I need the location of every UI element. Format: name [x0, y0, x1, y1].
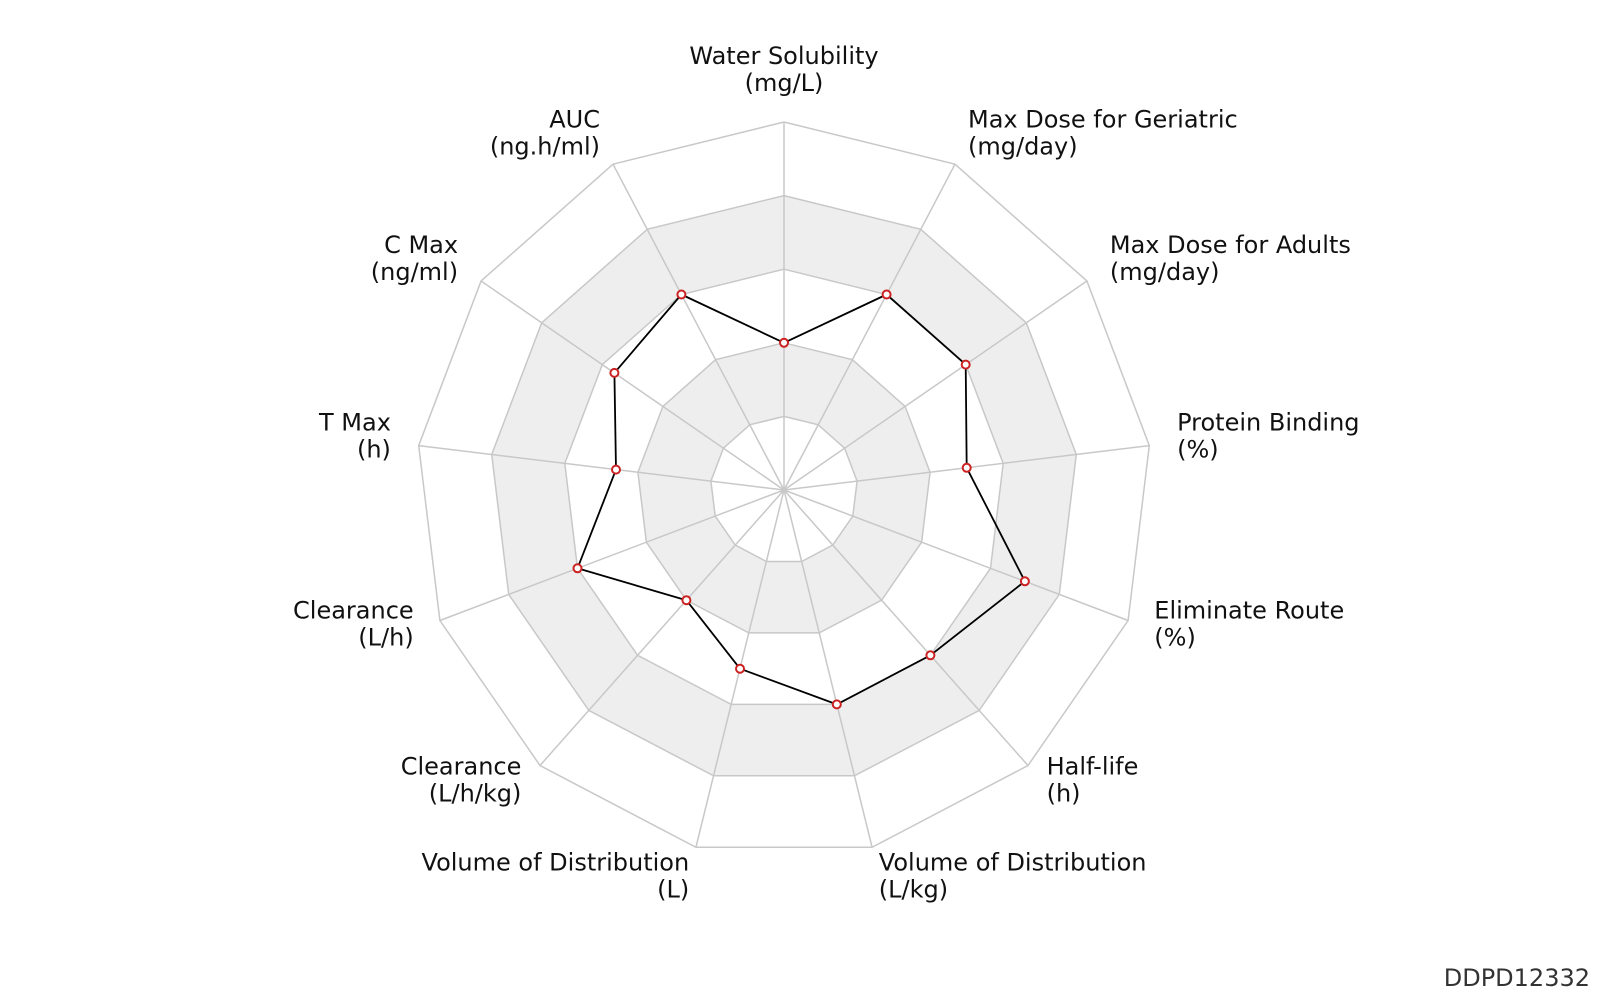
axis-name-0: Water Solubility	[689, 42, 878, 70]
axis-unit-8: (L/h/kg)	[429, 779, 522, 807]
spoke-2	[783, 280, 1088, 491]
radar-spokes	[418, 122, 1150, 848]
axis-unit-12: (ng.h/ml)	[490, 132, 600, 160]
axis-name-2: Max Dose for Adults	[1110, 231, 1351, 259]
axis-label-9: Clearance (L/h)	[293, 596, 414, 651]
axis-unit-0: (mg/L)	[745, 69, 824, 97]
data-point-12	[676, 289, 687, 300]
axis-label-8: Clearance (L/h/kg)	[401, 752, 522, 807]
axis-name-3: Protein Binding	[1177, 408, 1359, 436]
data-point-4	[1019, 576, 1030, 587]
spoke-11	[480, 280, 785, 491]
axis-label-7: Volume of Distribution (L)	[422, 849, 690, 904]
axis-name-5: Half-life	[1047, 752, 1139, 780]
spoke-1	[783, 163, 956, 491]
axis-unit-10: (h)	[357, 435, 391, 463]
data-point-10	[611, 464, 621, 475]
axis-label-4: Eliminate Route (%)	[1154, 596, 1344, 651]
spoke-5	[783, 489, 1029, 766]
axis-label-1: Max Dose for Geriatric (mg/day)	[968, 105, 1238, 160]
spoke-8	[539, 489, 785, 766]
spoke-4	[783, 489, 1129, 622]
data-point-0	[779, 337, 789, 348]
axis-unit-2: (mg/day)	[1110, 258, 1220, 286]
axis-unit-4: (%)	[1154, 623, 1196, 651]
axis-unit-6: (L/kg)	[879, 876, 948, 904]
axis-unit-7: (L)	[657, 876, 689, 904]
axis-labels: Water Solubility (mg/L) Max Dose for Geria…	[293, 42, 1360, 904]
spoke-6	[783, 489, 873, 848]
axis-unit-11: (ng/ml)	[371, 258, 458, 286]
spoke-9	[439, 489, 785, 622]
axis-unit-9: (L/h)	[358, 623, 413, 651]
axis-label-10: T Max (h)	[318, 408, 391, 463]
axis-label-12: AUC (ng.h/ml)	[490, 105, 600, 160]
axis-unit-3: (%)	[1177, 435, 1219, 463]
data-point-7	[735, 663, 745, 674]
data-point-2	[960, 359, 971, 370]
axis-name-9: Clearance	[293, 596, 414, 624]
radar-series	[572, 289, 1030, 710]
axis-name-11: C Max	[384, 231, 458, 259]
data-point-6	[831, 699, 842, 710]
spoke-10	[418, 444, 785, 491]
axis-name-12: AUC	[549, 105, 600, 133]
data-point-8	[681, 595, 692, 606]
data-point-5	[925, 650, 936, 661]
axis-name-10: T Max	[318, 408, 391, 436]
axis-name-1: Max Dose for Geriatric	[968, 105, 1238, 133]
series-line-0	[576, 293, 1026, 706]
axis-name-4: Eliminate Route	[1154, 596, 1344, 624]
axis-label-3: Protein Binding (%)	[1177, 408, 1359, 463]
axis-name-8: Clearance	[401, 752, 522, 780]
axis-label-2: Max Dose for Adults (mg/day)	[1110, 231, 1351, 286]
chart-id-code: DDPD12332	[1443, 964, 1590, 992]
axis-label-5: Half-life (h)	[1047, 752, 1139, 807]
axis-label-0: Water Solubility (mg/L)	[689, 42, 878, 97]
axis-unit-5: (h)	[1047, 779, 1081, 807]
axis-label-6: Volume of Distribution (L/kg)	[879, 849, 1147, 904]
spoke-12	[612, 163, 785, 491]
axis-name-7: Volume of Distribution	[422, 849, 690, 877]
axis-unit-1: (mg/day)	[968, 132, 1078, 160]
data-point-9	[572, 563, 583, 574]
data-point-1	[881, 289, 892, 300]
axis-name-6: Volume of Distribution	[879, 849, 1147, 877]
data-point-11	[609, 367, 620, 378]
data-point-3	[961, 462, 972, 473]
axis-label-11: C Max (ng/ml)	[371, 231, 458, 286]
